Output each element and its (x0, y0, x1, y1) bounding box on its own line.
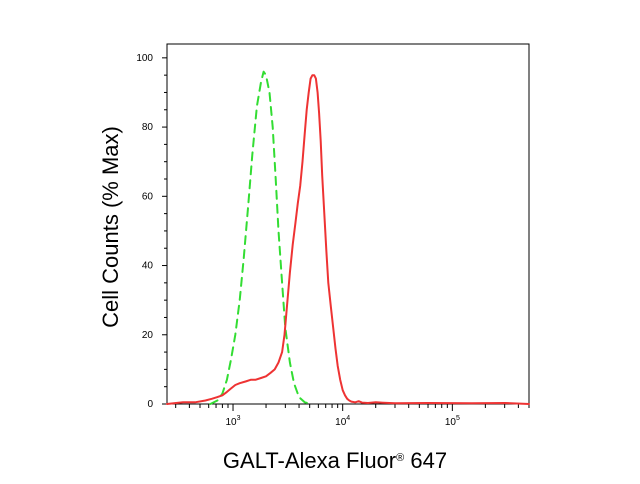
y-tick-label: 100 (136, 53, 153, 64)
y-tick-label: 0 (147, 399, 153, 410)
series-layer (166, 70, 530, 405)
x-tick-exponent: 5 (456, 415, 460, 422)
x-axis-title-part: GALT-Alexa Fluor (223, 448, 396, 473)
y-tick-label: 60 (142, 191, 154, 202)
series-dashed-green-curve (209, 70, 313, 405)
y-tick-label: 20 (142, 330, 154, 341)
x-tick-label: 104 (335, 415, 350, 428)
x-axis-title-part: 647 (404, 448, 447, 473)
x-tick-base: 10 (226, 417, 238, 428)
y-axis-title: Cell Counts (% Max) (98, 126, 123, 328)
x-tick-label: 103 (226, 415, 241, 428)
y-tick-label: 80 (142, 122, 154, 133)
x-tick-exponent: 4 (346, 415, 350, 422)
series-solid-red-curve (166, 74, 530, 405)
x-tick-base: 10 (335, 417, 347, 428)
y-axis: 0 20 40 60 80 100 (136, 53, 167, 410)
x-axis-title: GALT-Alexa Fluor® 647 (223, 448, 447, 473)
y-tick-label: 40 (142, 261, 154, 272)
x-axis: 103 104 105 (175, 404, 530, 428)
x-tick-base: 10 (445, 417, 457, 428)
x-tick-exponent: 3 (237, 415, 241, 422)
plot-frame (166, 43, 530, 405)
x-tick-label: 105 (445, 415, 460, 428)
x-axis-title-registered: ® (396, 452, 404, 464)
